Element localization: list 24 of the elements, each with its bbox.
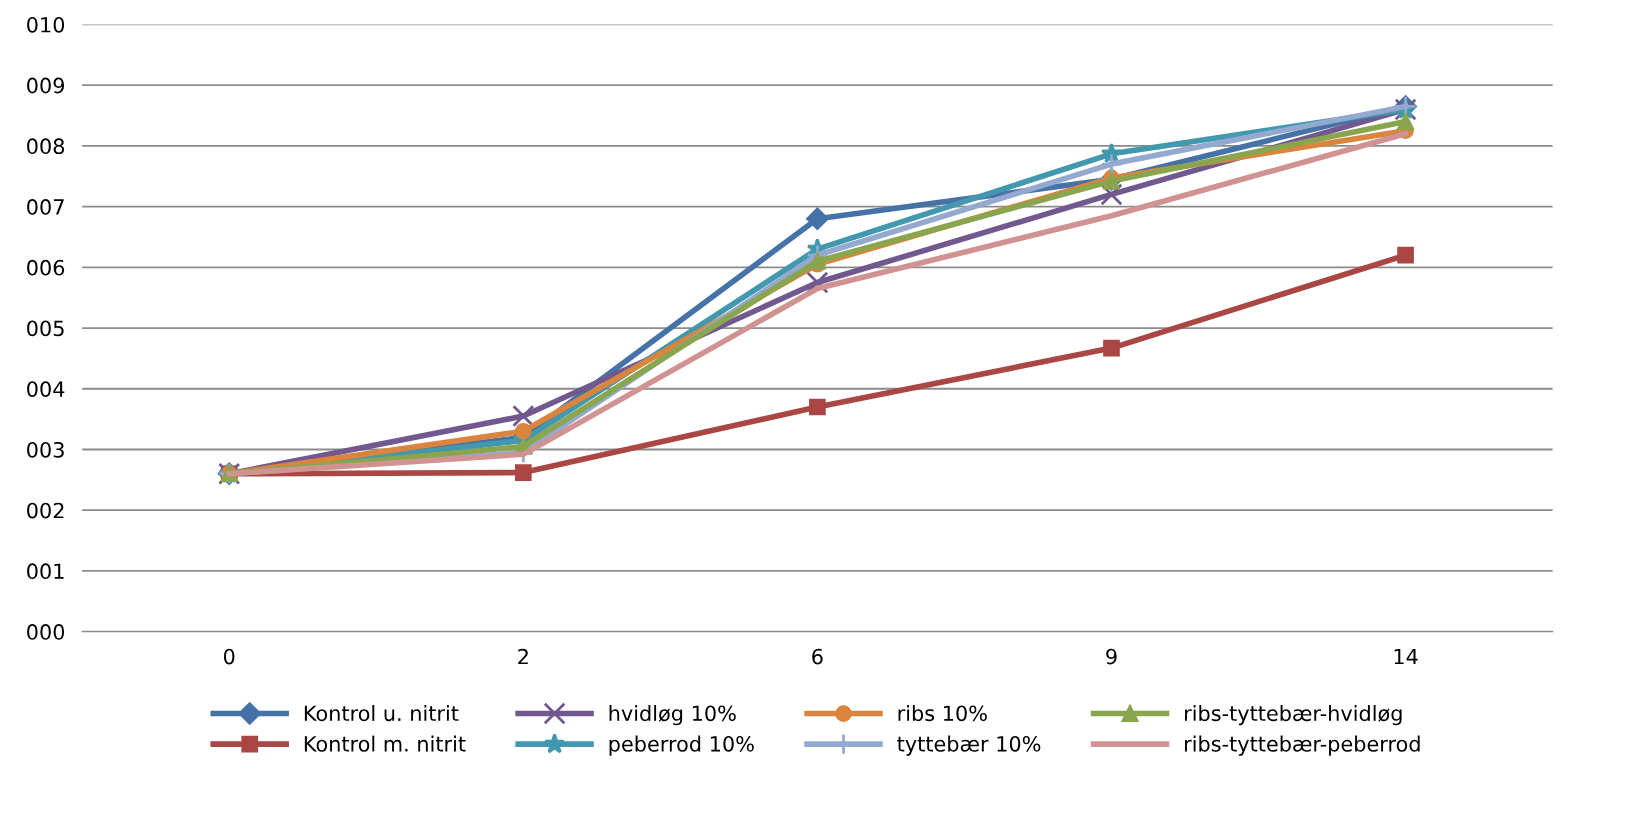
x-tick-label: 9: [1106, 648, 1117, 665]
y-tick-label: 008: [27, 138, 65, 155]
y-tick-label: 007: [27, 199, 64, 215]
x-tick-label: 6: [812, 648, 823, 665]
y-tick-label: 010: [27, 16, 65, 33]
y-tick-label: 006: [27, 259, 65, 276]
legend-label: hvidløg 10%: [609, 705, 736, 726]
x-tick-label: 14: [1394, 648, 1418, 665]
y-tick-label: 003: [27, 441, 64, 458]
legend-label: peberrod 10%: [609, 735, 754, 756]
y-tick-label: 009: [27, 77, 65, 94]
x-tick-label: 0: [223, 648, 235, 665]
legend-label: ribs 10%: [898, 705, 987, 722]
y-tick-label: 001: [27, 563, 64, 580]
y-tick-label: 000: [27, 624, 65, 640]
legend-label: ribs-tyttebær-peberrod: [1185, 735, 1420, 756]
y-tick-label: 004: [27, 381, 65, 397]
legend-label: ribs-tyttebær-hvidløg: [1185, 705, 1402, 726]
y-tick-label: 002: [27, 502, 64, 519]
y-tick-label: 005: [27, 320, 64, 337]
x-tick-label: 2: [518, 648, 528, 665]
legend-label: Kontrol u. nitrit: [304, 705, 459, 722]
legend-label: tyttebær 10%: [897, 735, 1041, 756]
legend-label: Kontrol m. nitrit: [304, 735, 466, 752]
